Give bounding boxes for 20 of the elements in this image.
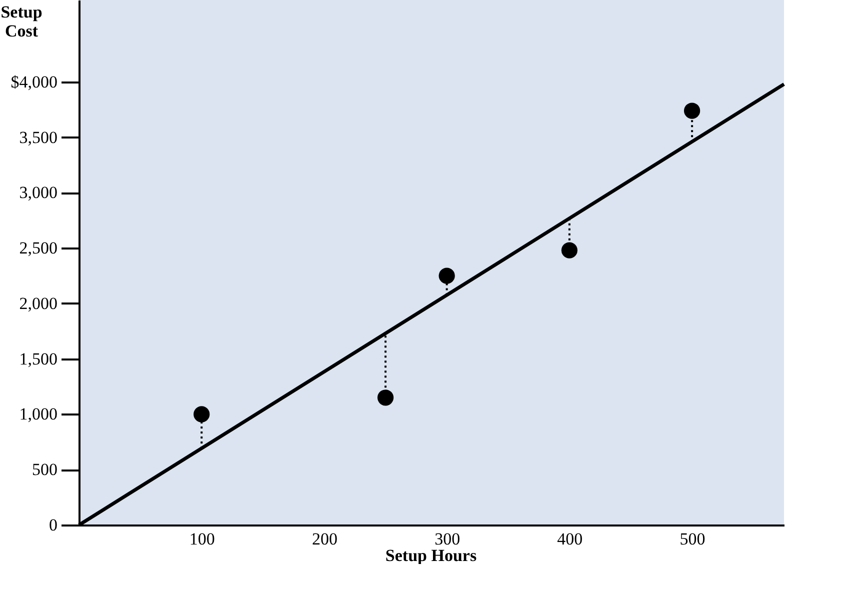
y-tick-label: 0	[49, 516, 58, 534]
y-tick-label: 2,000	[19, 294, 58, 313]
x-tick-label: 500	[680, 530, 706, 548]
y-tick-label: 3,500	[19, 128, 58, 147]
y-tick-label: 1,000	[19, 404, 58, 424]
y-tick-label: 500	[32, 460, 58, 480]
x-tick-label: 100	[189, 530, 215, 548]
point	[561, 242, 578, 258]
y-axis-title: Setup Cost	[0, 2, 42, 40]
point	[377, 390, 394, 406]
y-tick-label: 3,000	[19, 183, 58, 202]
x-tick-label: 300	[434, 530, 460, 548]
point	[684, 102, 700, 119]
x-tick-label: 400	[557, 530, 583, 548]
y-tick-label: 1,500	[19, 349, 58, 368]
x-tick-label: 200	[312, 530, 338, 548]
y-tick-label: 2,500	[19, 238, 58, 258]
point	[438, 268, 455, 284]
y-tick-label: $4,000	[10, 72, 58, 92]
point	[194, 406, 210, 422]
